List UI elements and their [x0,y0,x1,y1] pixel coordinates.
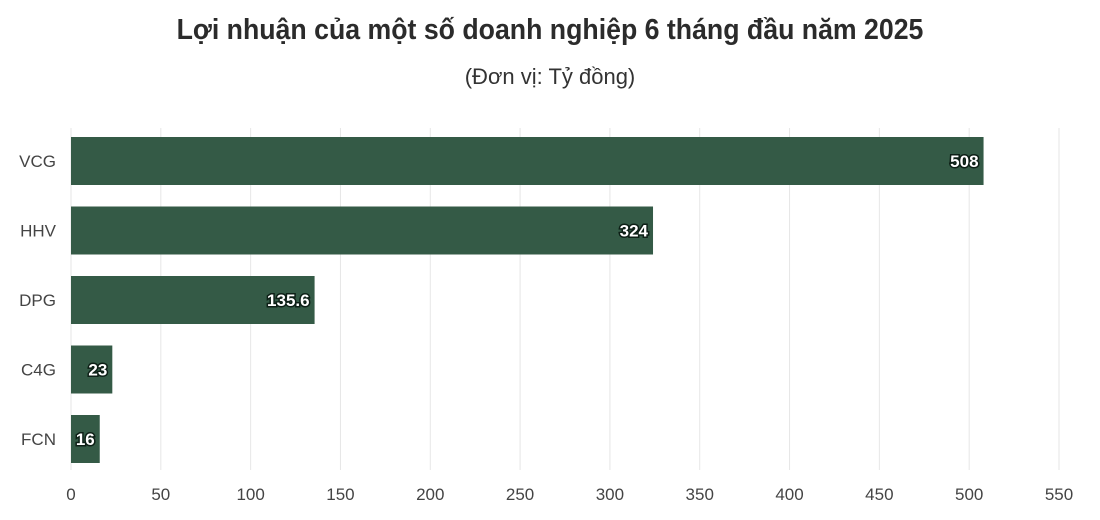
category-label-hhv: HHV [20,222,57,241]
x-tick-label: 200 [416,485,444,504]
x-tick-label: 300 [596,485,624,504]
x-tick-label: 0 [66,485,75,504]
x-tick-label: 250 [506,485,534,504]
chart-title: Lợi nhuận của một số doanh nghiệp 6 thán… [176,14,924,46]
x-tick-label: 150 [326,485,354,504]
category-label-fcn: FCN [21,430,56,449]
category-label-dpg: DPG [19,291,56,310]
category-label-vcg: VCG [19,152,56,171]
x-tick-label: 350 [686,485,714,504]
data-label-dpg: 135.6 [267,291,310,310]
bar-hhv [71,206,654,255]
data-label-vcg: 508 [950,152,978,171]
x-tick-label: 400 [775,485,803,504]
x-tick-label: 100 [236,485,264,504]
bar-dpg [71,276,315,324]
data-labels: 508 324 135.6 23 16 [74,151,980,451]
bar-c4g [71,345,113,394]
category-label-c4g: C4G [21,361,56,380]
x-tick-label: 500 [955,485,983,504]
bar-vcg [71,137,984,185]
bars [71,137,984,463]
x-axis-ticks: 0 50 100 150 200 250 300 350 400 450 500 550 [66,485,1073,504]
x-tick-label: 450 [865,485,893,504]
x-tick-label: 50 [151,485,170,504]
x-tick-label: 550 [1045,485,1073,504]
data-label-fcn: 16 [76,430,95,449]
category-labels: VCG HHV DPG C4G FCN [19,152,56,449]
bar-fcn [71,415,100,463]
data-label-hhv: 324 [620,222,649,241]
data-label-c4g: 23 [88,361,107,380]
chart-subtitle: (Đơn vị: Tỷ đồng) [464,64,636,89]
